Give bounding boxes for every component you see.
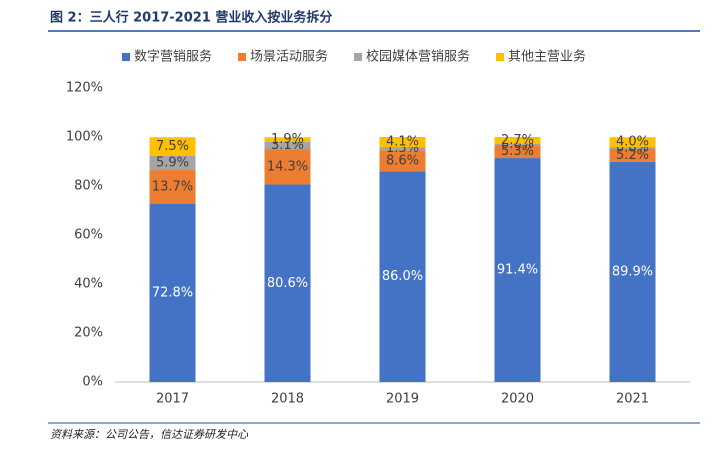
x-tick-label: 2019 — [386, 392, 419, 407]
y-tick-label: 40% — [74, 277, 103, 292]
bar-segment — [609, 161, 656, 382]
legend-label: 其他主营业务 — [508, 49, 586, 65]
bar-segment — [379, 150, 426, 172]
legend-label: 场景活动服务 — [250, 49, 328, 65]
bar-segment — [149, 155, 196, 171]
x-tick-label: 2018 — [271, 392, 304, 407]
bar-segment — [609, 137, 656, 148]
value-label: 8.6% — [386, 153, 419, 168]
y-tick-label: 60% — [74, 228, 103, 243]
value-label: 1.9% — [271, 132, 304, 147]
bar-segment — [494, 143, 541, 146]
bar-segment — [609, 147, 656, 150]
bar-segment — [494, 137, 541, 144]
value-label: 5.3% — [501, 144, 534, 159]
y-tick-label: 20% — [74, 326, 103, 341]
legend-swatch — [496, 53, 505, 61]
bar-segment — [264, 137, 311, 142]
bar-segment — [149, 170, 196, 204]
value-label: 7.5% — [156, 139, 189, 154]
x-tick-label: 2017 — [156, 392, 189, 407]
y-tick-label: 100% — [66, 130, 103, 145]
bar-segment — [379, 171, 426, 382]
bar-segment — [264, 184, 311, 382]
value-label: 5.9% — [156, 155, 189, 170]
value-label: 4.1% — [386, 135, 419, 150]
value-label: 72.8% — [152, 285, 193, 300]
value-label: 89.9% — [612, 264, 653, 279]
value-label: 80.6% — [267, 276, 308, 291]
value-label: 91.4% — [497, 263, 538, 278]
value-label: 13.7% — [152, 179, 193, 194]
y-tick-label: 0% — [82, 375, 103, 390]
y-tick-label: 80% — [74, 179, 103, 194]
bar-segment — [264, 141, 311, 150]
bar-segment — [264, 149, 311, 185]
value-label: 86.0% — [382, 269, 423, 284]
legend-swatch — [354, 53, 363, 61]
bar-segment — [149, 137, 196, 156]
source-note: 资料来源：公司公告，信达证券研发中心 — [50, 428, 249, 441]
bar-segment — [149, 203, 196, 382]
legend-label: 校园媒体营销服务 — [366, 49, 470, 65]
bar-segment — [609, 149, 656, 162]
value-label: 4.0% — [616, 135, 649, 150]
chart-title: 图 2：三人行 2017-2021 营业收入按业务拆分 — [50, 10, 332, 26]
bar-segment — [494, 158, 541, 382]
value-label: 2.7% — [501, 133, 534, 148]
x-tick-label: 2020 — [501, 392, 534, 407]
value-label: 14.3% — [267, 160, 308, 175]
legend-label: 数字营销服务 — [134, 49, 212, 65]
x-tick-label: 2021 — [616, 392, 649, 407]
y-tick-label: 120% — [66, 81, 103, 96]
bar-segment — [379, 147, 426, 151]
value-label: 5.2% — [616, 148, 649, 163]
value-label: 3.1% — [271, 138, 304, 153]
legend-swatch — [238, 53, 247, 61]
bar-segment — [494, 145, 541, 159]
legend-swatch — [122, 53, 130, 61]
bar-segment — [379, 137, 426, 148]
